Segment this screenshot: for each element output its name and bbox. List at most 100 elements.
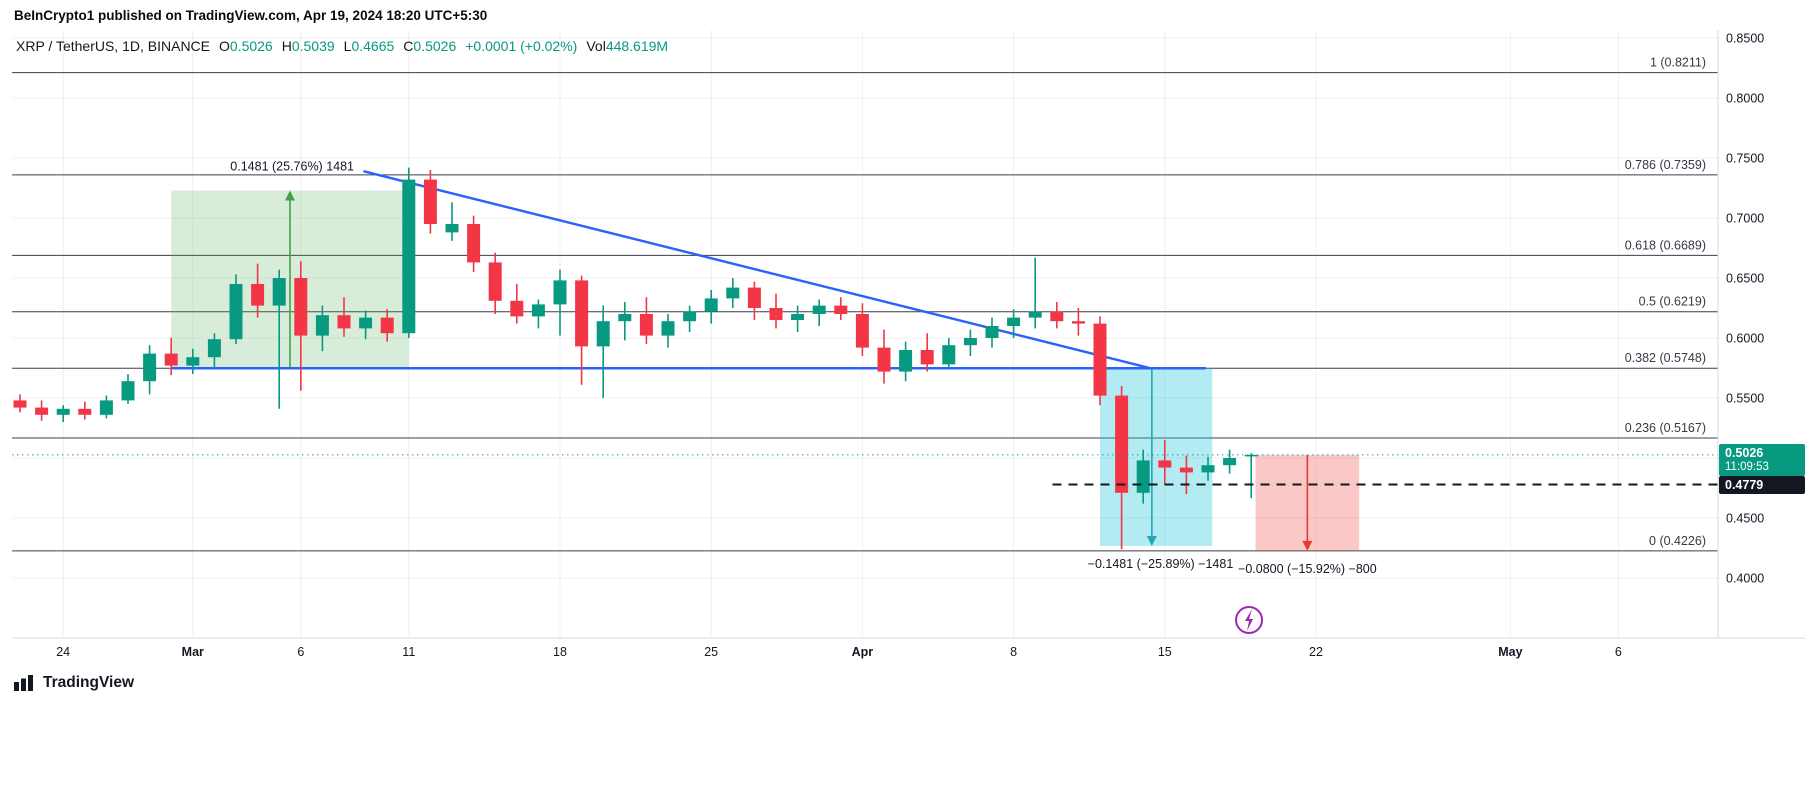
candle-body <box>553 280 567 305</box>
candle-body <box>1179 467 1193 473</box>
open-value: 0.5026 <box>229 38 273 54</box>
candle-body <box>78 408 92 415</box>
trendline-layer <box>171 170 1206 370</box>
chart-legend: XRP / TetherUS, 1D, BINANCE O0.5026 H0.5… <box>16 38 668 54</box>
candle-body <box>812 305 826 314</box>
candle <box>704 290 718 324</box>
candle <box>315 305 329 352</box>
candle <box>985 317 999 348</box>
fib-label: 1 (0.8211) <box>1650 56 1706 70</box>
tradingview-logo-text: TradingView <box>43 674 135 691</box>
last-price-badge: 0.5026 11:09:53 <box>1719 444 1805 476</box>
time-axis-label: May <box>1498 645 1522 659</box>
candle <box>164 338 178 376</box>
candle-body <box>683 311 697 322</box>
candle-body <box>1136 460 1150 493</box>
candle-body <box>1071 321 1085 324</box>
candle <box>812 299 826 326</box>
candle <box>1223 449 1237 474</box>
fib-label: 0.382 (0.5748) <box>1625 351 1706 365</box>
candle-body <box>531 304 545 317</box>
candle-body <box>769 308 783 320</box>
drop-measure-arrowhead <box>1146 535 1157 546</box>
candle <box>834 297 848 320</box>
candle-body <box>1158 460 1172 468</box>
drop-measure-label: −0.1481 (−25.89%) −1481 <box>1088 557 1234 571</box>
candle-body <box>99 400 113 415</box>
drop-projection-label: −0.0800 (−15.92%) −800 <box>1238 562 1377 576</box>
candle-body <box>510 300 524 317</box>
price-change: +0.0001 (+0.02%) <box>465 38 578 54</box>
candle-body <box>942 345 956 365</box>
price-axis-label: 0.7500 <box>1726 152 1764 166</box>
candle-body <box>1050 311 1064 322</box>
candle <box>1158 440 1172 485</box>
volume-label: Vol <box>586 38 606 54</box>
candle-body <box>488 262 502 301</box>
candle <box>661 314 675 348</box>
ohlc-close: C0.5026 <box>403 38 456 54</box>
candle-body <box>337 315 351 329</box>
candle <box>855 303 869 356</box>
descending-resistance-trendline[interactable] <box>363 170 1150 370</box>
time-axis-label: 18 <box>553 645 567 659</box>
candle-body <box>445 224 459 233</box>
volume-value: 448.619M <box>605 38 669 54</box>
candle-body <box>1244 454 1258 457</box>
high-value: 0.5039 <box>291 38 335 54</box>
price-axis-label: 0.4000 <box>1726 572 1764 586</box>
candle <box>769 293 783 329</box>
candle <box>35 400 49 421</box>
time-axis-label: 11 <box>402 645 415 659</box>
candle <box>596 305 610 398</box>
candle <box>683 305 697 332</box>
candle <box>99 395 113 419</box>
candle-body <box>1223 458 1237 466</box>
close-label: C <box>403 38 414 54</box>
candle <box>121 374 135 404</box>
candle <box>726 278 740 308</box>
time-axis-label: 6 <box>1615 645 1622 659</box>
candle <box>467 215 481 272</box>
candle <box>1071 308 1085 336</box>
price-axis-label: 0.8500 <box>1726 32 1764 46</box>
candle-body <box>726 287 740 299</box>
candle-body <box>899 350 913 372</box>
low-label: L <box>343 38 352 54</box>
lightning-icon <box>1245 609 1254 631</box>
candle-body <box>963 338 977 346</box>
candle-body <box>56 408 70 415</box>
price-axis-label: 0.5500 <box>1726 392 1764 406</box>
price-axis-label: 0.4500 <box>1726 512 1764 526</box>
candle-body <box>920 350 934 365</box>
drop-projection-arrowhead <box>1302 540 1313 551</box>
candle <box>207 333 221 368</box>
tradingview-link[interactable]: TradingView <box>14 674 134 692</box>
time-axis-label: 8 <box>1010 645 1017 659</box>
candle-body <box>877 347 891 372</box>
gain-measure-label: 0.1481 (25.76%) 1481 <box>230 160 354 174</box>
candle-body <box>143 353 157 382</box>
candle-body <box>13 400 27 408</box>
open-label: O <box>219 38 230 54</box>
candle <box>1028 257 1042 329</box>
candle-body <box>855 314 869 348</box>
ohlc-low: L0.4665 <box>344 38 395 54</box>
last-price-value: 0.5026 <box>1725 446 1764 460</box>
candle <box>78 401 92 420</box>
candle-body <box>121 381 135 401</box>
price-axis-label: 0.6000 <box>1726 332 1764 346</box>
time-axis-label: 22 <box>1309 645 1323 659</box>
candle-body <box>380 317 394 334</box>
candle-body <box>747 287 761 308</box>
candle-body <box>467 224 481 263</box>
candle-countdown: 11:09:53 <box>1725 461 1769 473</box>
marker-layer <box>1235 606 1264 634</box>
candle-body <box>1093 323 1107 396</box>
time-axis-label: Apr <box>852 645 874 659</box>
candle <box>1244 453 1258 499</box>
candle <box>186 348 200 374</box>
price-axis-label: 0.7000 <box>1726 212 1764 226</box>
